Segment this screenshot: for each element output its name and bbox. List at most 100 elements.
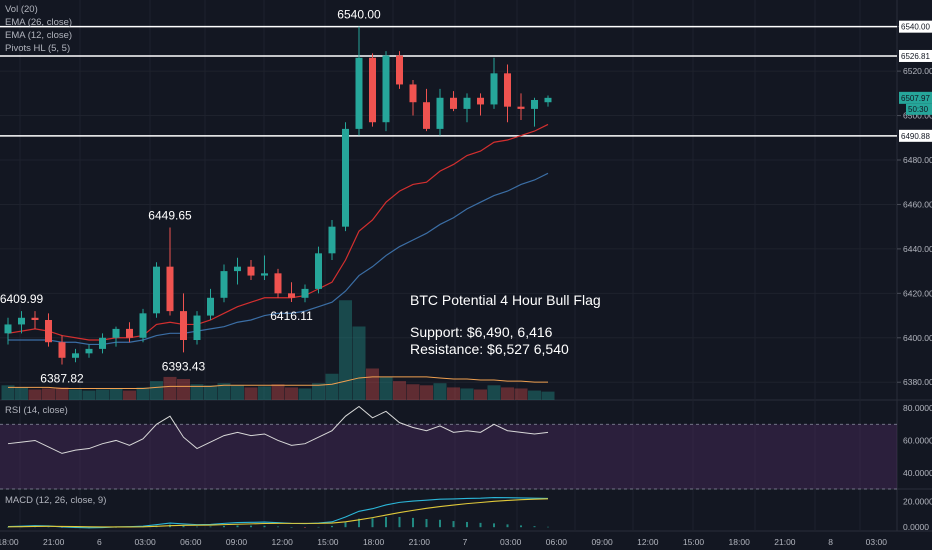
time-axis[interactable]: 18:00 21:00 6 03:00 06:00 09:00 12:00 15:00 18:0… [0, 537, 887, 547]
volume-bar [501, 387, 514, 400]
volume-bar [82, 390, 96, 400]
volume-bar [136, 387, 150, 400]
volume-bar [298, 388, 312, 400]
macd-pane [7, 496, 549, 529]
pivot-label: 6416.11 [270, 309, 313, 323]
time-tick-label: 03:00 [500, 537, 522, 547]
candle-body [423, 102, 430, 129]
candle-body [301, 288, 309, 298]
legend-macd[interactable]: MACD (12, 26, close, 9) [5, 495, 106, 506]
volume-ma-line [8, 376, 548, 389]
price-tick-label: 6500.00 [903, 111, 932, 121]
macd-histogram-bar [520, 525, 522, 528]
candle-body [369, 57, 376, 123]
macd-histogram-bar [452, 521, 455, 528]
volume-bar [514, 388, 528, 400]
candle-body [58, 342, 66, 358]
time-tick-label: 21:00 [774, 537, 796, 547]
volume-bar [352, 326, 366, 400]
macd-histogram-bar [533, 526, 536, 528]
candle-body [139, 313, 147, 338]
volume-bar [231, 385, 244, 400]
legend-vol[interactable]: Vol (20) [5, 4, 38, 15]
level-price-tag-text: 6540.00 [901, 23, 930, 32]
rsi-band [0, 424, 897, 489]
macd-histogram-bar [425, 519, 428, 528]
volume-bar [339, 300, 352, 400]
price-tick-label: 6460.00 [903, 199, 932, 209]
volume-bar [190, 384, 204, 400]
volume-bar [96, 389, 109, 400]
candle-body [463, 97, 471, 109]
horizontal-levels[interactable] [0, 25, 897, 137]
macd-histogram-bar [236, 525, 239, 528]
volume-bar [150, 381, 163, 400]
volume-bar [69, 389, 82, 400]
volume-bar [433, 383, 447, 400]
level-price-tag [899, 129, 932, 142]
time-tick-label: 09:00 [226, 537, 248, 547]
volume-bar [271, 384, 285, 400]
price-tick-label: 6380.00 [903, 377, 932, 387]
macd-histogram-bar [182, 525, 185, 528]
candle-body [126, 328, 133, 338]
candle-body [31, 317, 39, 320]
macd-histogram-bar [398, 517, 401, 528]
macd-histogram-bar [439, 519, 441, 528]
macd-histogram-bar [358, 518, 360, 528]
volume-bar [177, 379, 190, 400]
pivot-label: 6387.82 [40, 371, 84, 385]
volume-bar [528, 390, 541, 400]
volume-bar [204, 385, 217, 400]
time-tick-label: 03:00 [866, 537, 888, 547]
pivot-label: 6393.43 [162, 359, 206, 373]
candle-body [153, 266, 160, 314]
legend-pivots[interactable]: Pivots HL (5, 5) [5, 43, 70, 54]
candle-body [531, 100, 538, 109]
annotation-resistance: Resistance: $6,527 6,540 [410, 341, 569, 357]
volume-bar [258, 386, 271, 400]
candle-body [504, 73, 511, 107]
volume-bar [123, 390, 136, 400]
legend-ema12[interactable]: EMA (12, close) [5, 30, 72, 41]
legend-ema26[interactable]: EMA (26, close) [5, 17, 72, 28]
time-tick-label: 18:00 [0, 537, 19, 547]
candle-body [396, 55, 403, 85]
macd-histogram-bar [196, 526, 198, 528]
volume-bar [285, 387, 298, 400]
candle-body [180, 311, 187, 340]
macd-histogram-bar [290, 527, 293, 528]
candle-body [490, 73, 498, 105]
ema26-line [8, 172, 549, 346]
macd-histogram-bar [47, 526, 50, 528]
last-price-tag-text: 6507.97 [901, 94, 930, 103]
candle-body [477, 97, 484, 105]
last-price-tag [899, 91, 932, 104]
time-tick-label: 12:00 [272, 537, 294, 547]
volume-bar [1, 385, 15, 400]
volume-bar [366, 368, 379, 400]
price-tick-label: 6520.00 [903, 66, 932, 76]
time-tick-label: 09:00 [591, 537, 613, 547]
volume-bar [55, 387, 69, 400]
legend-rsi[interactable]: RSI (14, close) [5, 405, 68, 416]
volume-bar [474, 389, 487, 400]
volume-bar [217, 383, 231, 400]
candle-body [544, 97, 552, 103]
level-price-tag-text: 6490.88 [901, 132, 930, 141]
volume-bar [312, 383, 325, 400]
macd-histogram-bar [304, 527, 306, 528]
volume-bar [406, 384, 420, 400]
volume-bars [1, 300, 555, 400]
time-tick-label: 03:00 [134, 537, 156, 547]
candle-body [18, 317, 25, 325]
macd-histogram-bar [7, 526, 9, 528]
pivot-labels: 6409.99 6387.82 6449.65 6393.43 6416.11 6540.… [0, 8, 381, 386]
candle-body [288, 293, 295, 298]
macd-histogram-bar [317, 526, 320, 528]
price-tick-label: 6400.00 [903, 333, 932, 343]
candle-body [4, 324, 12, 334]
volume-bar [379, 376, 393, 400]
rsi-tick-label: 40.0000 [903, 468, 932, 478]
